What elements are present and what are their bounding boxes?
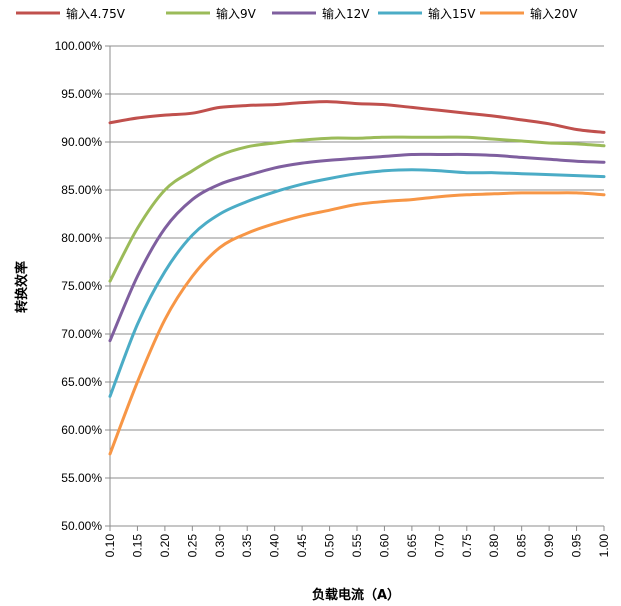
y-axis-title: 转换效率 [14,261,30,313]
x-tick-label: 1.00 [597,534,611,558]
x-tick-label: 0.75 [460,534,474,558]
x-tick-label: 0.30 [213,534,227,558]
legend-label: 输入4.75V [66,6,126,21]
legend-label: 输入12V [322,6,370,21]
legend: 输入4.75V 输入9V 输入12V 输入15V 输入20V [16,6,578,21]
x-tick-label: 0.35 [240,534,254,558]
legend-label: 输入9V [216,6,257,21]
y-tick-label: 55.00% [61,471,102,485]
x-tick-label: 0.60 [377,534,391,558]
y-tick-label: 85.00% [61,183,102,197]
x-tick-label: 0.50 [323,534,337,558]
y-tick-label: 75.00% [61,279,102,293]
x-tick-label: 0.40 [268,534,282,558]
x-tick-label: 0.20 [158,534,172,558]
x-axis-title: 负载电流（A） [312,587,400,603]
y-tick-label: 65.00% [61,375,102,389]
x-tick-label: 0.70 [432,534,446,558]
y-tick-label: 80.00% [61,231,102,245]
series-line-3 [108,168,606,398]
x-tick-label: 0.25 [185,534,199,558]
series-line-2 [108,152,606,343]
x-tick-label: 0.45 [295,534,309,558]
x-tick-label: 0.95 [570,534,584,558]
series-line-0 [108,100,606,134]
y-tick-label: 100.00% [55,39,103,53]
y-tick-label: 90.00% [61,135,102,149]
x-tick-label: 0.80 [487,534,501,558]
series-line-4 [108,191,606,456]
series-lines [108,100,606,456]
y-tick-label: 50.00% [61,519,102,533]
series-line-1 [108,135,606,283]
y-tick-label: 70.00% [61,327,102,341]
y-tick-labels: 50.00% 55.00% 60.00% 65.00% 70.00% 75.00% 80.0… [55,39,103,533]
legend-label: 输入20V [530,6,578,21]
x-tick-label: 0.90 [542,534,556,558]
x-tick-label: 0.10 [103,534,117,558]
y-tick-label: 60.00% [61,423,102,437]
x-tick-label: 0.55 [350,534,364,558]
axes [105,45,605,531]
x-tick-label: 0.65 [405,534,419,558]
x-tick-labels: 0.10 0.15 0.20 0.25 0.30 0.35 0.40 0.45 0.50 0.55… [103,534,611,558]
y-tick-label: 95.00% [61,87,102,101]
legend-label: 输入15V [428,6,476,21]
x-tick-label: 0.15 [130,534,144,558]
x-tick-label: 0.85 [515,534,529,558]
